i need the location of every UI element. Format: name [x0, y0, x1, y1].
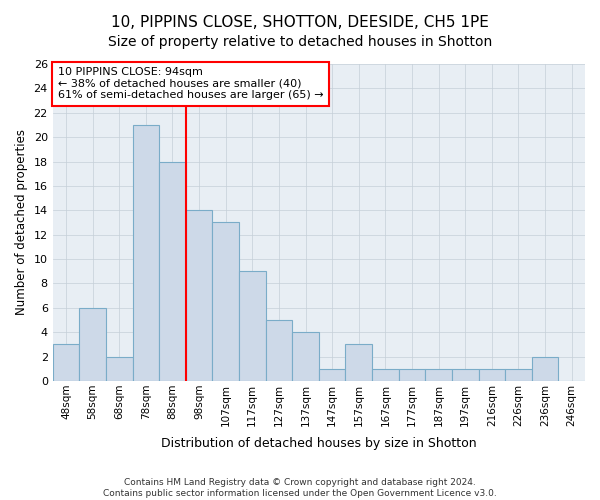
Bar [398, 369, 425, 381]
Bar [319, 369, 346, 381]
X-axis label: Distribution of detached houses by size in Shotton: Distribution of detached houses by size … [161, 437, 476, 450]
Text: Size of property relative to detached houses in Shotton: Size of property relative to detached ho… [108, 35, 492, 49]
Bar [106, 356, 133, 381]
Text: Contains HM Land Registry data © Crown copyright and database right 2024.
Contai: Contains HM Land Registry data © Crown c… [103, 478, 497, 498]
Bar [505, 369, 532, 381]
Bar [133, 125, 159, 381]
Bar [479, 369, 505, 381]
Bar [186, 210, 212, 381]
Bar [266, 320, 292, 381]
Bar [79, 308, 106, 381]
Bar [159, 162, 186, 381]
Bar [372, 369, 398, 381]
Bar [452, 369, 479, 381]
Text: 10, PIPPINS CLOSE, SHOTTON, DEESIDE, CH5 1PE: 10, PIPPINS CLOSE, SHOTTON, DEESIDE, CH5… [111, 15, 489, 30]
Bar [425, 369, 452, 381]
Text: 10 PIPPINS CLOSE: 94sqm
← 38% of detached houses are smaller (40)
61% of semi-de: 10 PIPPINS CLOSE: 94sqm ← 38% of detache… [58, 67, 323, 100]
Bar [532, 356, 559, 381]
Y-axis label: Number of detached properties: Number of detached properties [15, 130, 28, 316]
Bar [212, 222, 239, 381]
Bar [239, 272, 266, 381]
Bar [292, 332, 319, 381]
Bar [346, 344, 372, 381]
Bar [53, 344, 79, 381]
